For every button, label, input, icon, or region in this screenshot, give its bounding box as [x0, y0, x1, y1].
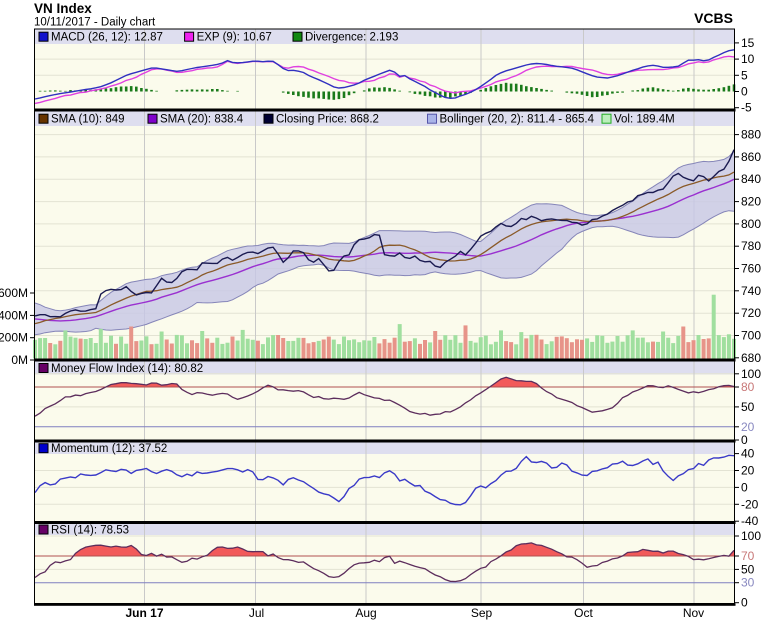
svg-text:Jul: Jul: [249, 606, 264, 620]
svg-text:80: 80: [741, 380, 755, 394]
svg-text:0: 0: [741, 433, 748, 447]
svg-text:400M: 400M: [0, 308, 28, 322]
svg-text:800: 800: [741, 217, 761, 231]
svg-text:Bollinger (20, 2): 811.4 - 865: Bollinger (20, 2): 811.4 - 865.4: [440, 114, 595, 126]
svg-text:Oct: Oct: [574, 606, 593, 620]
svg-text:Vol: 189.4M: Vol: 189.4M: [614, 114, 675, 126]
svg-text:Closing Price: 868.2: Closing Price: 868.2: [276, 114, 379, 126]
svg-text:740: 740: [741, 284, 761, 298]
svg-text:760: 760: [741, 262, 761, 276]
svg-text:-20: -20: [741, 497, 759, 511]
svg-text:0M: 0M: [11, 353, 28, 367]
svg-text:Aug: Aug: [355, 606, 376, 620]
svg-text:15: 15: [741, 36, 755, 50]
svg-text:-5: -5: [741, 101, 752, 115]
svg-text:Divergence: 2.193: Divergence: 2.193: [305, 32, 398, 44]
svg-text:840: 840: [741, 172, 761, 186]
svg-text:SMA (20): 838.4: SMA (20): 838.4: [160, 114, 244, 126]
svg-text:EXP (9): 10.67: EXP (9): 10.67: [197, 32, 272, 44]
svg-text:SMA (10): 849: SMA (10): 849: [51, 114, 125, 126]
svg-text:820: 820: [741, 195, 761, 209]
svg-text:0: 0: [741, 85, 748, 99]
svg-text:Nov: Nov: [683, 606, 704, 620]
svg-text:RSI (14): 78.53: RSI (14): 78.53: [51, 525, 129, 537]
svg-text:50: 50: [741, 400, 755, 414]
svg-text:0: 0: [741, 596, 748, 610]
svg-text:VCBS: VCBS: [694, 10, 733, 26]
svg-text:10/11/2017 - Daily chart: 10/11/2017 - Daily chart: [34, 17, 156, 29]
svg-text:20: 20: [741, 420, 755, 434]
svg-text:200M: 200M: [0, 331, 28, 345]
svg-text:10: 10: [741, 52, 755, 66]
svg-text:5: 5: [741, 68, 748, 82]
svg-text:Jun 17: Jun 17: [125, 606, 163, 620]
svg-text:600M: 600M: [0, 286, 28, 300]
svg-text:100: 100: [741, 367, 761, 381]
svg-text:20: 20: [741, 464, 755, 478]
svg-text:-40: -40: [741, 514, 759, 528]
svg-text:VN Index: VN Index: [34, 1, 92, 16]
svg-text:100: 100: [741, 529, 761, 543]
svg-text:780: 780: [741, 239, 761, 253]
svg-text:40: 40: [741, 447, 755, 461]
svg-text:880: 880: [741, 128, 761, 142]
svg-text:Momentum (12): 37.52: Momentum (12): 37.52: [51, 443, 167, 455]
svg-text:0: 0: [741, 480, 748, 494]
svg-text:680: 680: [741, 351, 761, 365]
svg-text:700: 700: [741, 329, 761, 343]
svg-text:30: 30: [741, 576, 755, 590]
svg-text:MACD (26, 12): 12.87: MACD (26, 12): 12.87: [51, 32, 163, 44]
svg-text:Money Flow Index (14): 80.82: Money Flow Index (14): 80.82: [51, 363, 203, 375]
svg-text:50: 50: [741, 562, 755, 576]
svg-text:720: 720: [741, 306, 761, 320]
svg-text:70: 70: [741, 549, 755, 563]
svg-text:860: 860: [741, 150, 761, 164]
svg-text:Sep: Sep: [471, 606, 493, 620]
